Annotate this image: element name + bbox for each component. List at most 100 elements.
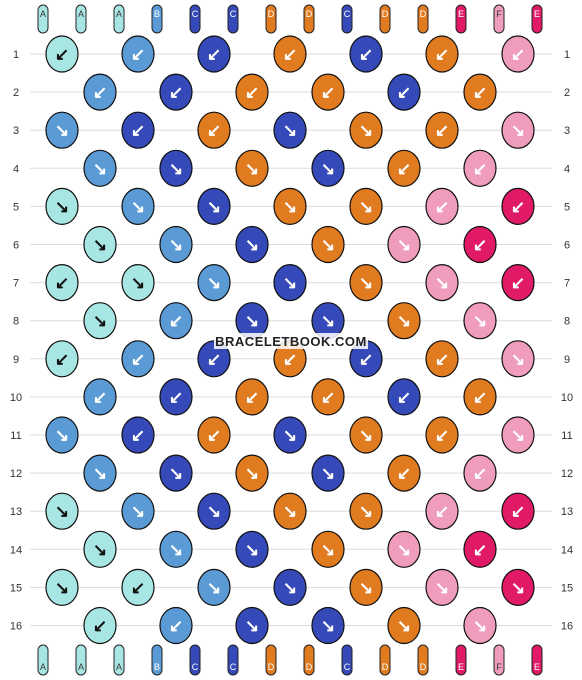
knot: ↘ — [273, 416, 307, 454]
knot-arrow: ↘ — [283, 426, 297, 445]
knot: ↘ — [197, 264, 231, 302]
knot-shape — [463, 302, 497, 340]
knot: ↘ — [121, 264, 155, 302]
knot-shape — [235, 378, 269, 416]
knot-arrow: ↘ — [207, 274, 221, 293]
knot-shape — [45, 568, 79, 607]
row-label-left: 10 — [10, 392, 22, 404]
knot-arrow: ↘ — [359, 426, 373, 445]
knot-shape — [121, 568, 155, 607]
knot: ↙ — [83, 606, 117, 645]
row-label-left: 6 — [13, 240, 19, 252]
strand-stub-top — [113, 4, 125, 34]
knot: ↘ — [501, 416, 535, 454]
knot-arrow: ↙ — [473, 159, 487, 178]
knot-arrow: ↙ — [93, 83, 107, 102]
knot-arrow: ↙ — [321, 83, 335, 102]
row-label-right: 8 — [564, 316, 570, 328]
knot: ↙ — [425, 111, 459, 149]
knot-arrow: ↘ — [131, 274, 145, 293]
strand-stub-top — [151, 4, 163, 34]
knot-shape — [45, 264, 79, 302]
knot-shape — [463, 225, 497, 264]
knot-shape — [121, 264, 155, 302]
knot-shape — [235, 454, 269, 492]
knot: ↙ — [121, 568, 155, 607]
knot: ↙ — [387, 378, 421, 416]
knot-arrow: ↙ — [473, 83, 487, 102]
knot-shape — [121, 111, 155, 149]
knot: ↘ — [83, 530, 117, 568]
knot-arrow: ↙ — [169, 312, 183, 331]
knot-arrow: ↘ — [55, 426, 69, 445]
knot-arrow: ↘ — [283, 121, 297, 140]
knot-arrow: ↙ — [169, 388, 183, 407]
knot-arrow: ↘ — [93, 159, 107, 178]
knot-arrow: ↘ — [93, 540, 107, 559]
knot-arrow: ↙ — [131, 426, 145, 445]
knot-shape — [501, 568, 535, 607]
strand-letter-bottom: E — [534, 662, 540, 672]
watermark: BRACELETBOOK.COM — [215, 334, 367, 349]
knot: ↙ — [273, 340, 307, 378]
knot: ↘ — [311, 302, 345, 340]
knot-shape — [273, 568, 307, 607]
knot: ↙ — [311, 73, 345, 111]
strand-letter-top: D — [420, 9, 427, 19]
knot-arrow: ↘ — [283, 197, 297, 216]
strand-letter-top: F — [496, 9, 502, 19]
knot: ↙ — [159, 606, 193, 645]
knot-arrow: ↙ — [359, 350, 373, 369]
knot-shape — [501, 111, 535, 149]
knot: ↙ — [159, 378, 193, 416]
knot-shape — [197, 35, 231, 73]
strand-stub-top — [417, 4, 429, 34]
knot-arrow: ↘ — [321, 617, 335, 636]
knot-shape — [197, 492, 231, 530]
knot-arrow: ↘ — [321, 540, 335, 559]
strand-letter-bottom: D — [268, 662, 275, 672]
knot-shape — [425, 416, 459, 454]
knot: ↘ — [235, 530, 269, 568]
watermark-bg — [214, 333, 368, 349]
row-label-right: 5 — [564, 201, 570, 213]
knot-shape — [311, 149, 345, 187]
strand-stub-top — [265, 4, 277, 34]
knot: ↙ — [501, 492, 535, 530]
knot-shape — [45, 35, 79, 73]
knot-shape — [463, 530, 497, 568]
knot-shape — [387, 454, 421, 492]
knot-shape — [235, 149, 269, 187]
knot-arrow: ↙ — [55, 45, 69, 64]
knot-shape — [501, 340, 535, 378]
knot-arrow: ↙ — [435, 197, 449, 216]
knot: ↘ — [425, 264, 459, 302]
knot: ↘ — [197, 492, 231, 530]
knot: ↘ — [83, 302, 117, 340]
knot-shape — [387, 378, 421, 416]
strand-stub-bottom — [379, 644, 391, 676]
knot-shape — [121, 340, 155, 378]
knot-arrow: ↘ — [511, 578, 525, 597]
knot-arrow: ↘ — [511, 426, 525, 445]
knot-arrow: ↙ — [473, 464, 487, 483]
strand-stub-bottom — [341, 644, 353, 676]
knot-arrow: ↙ — [321, 388, 335, 407]
knot: ↘ — [121, 187, 155, 225]
knot-shape — [83, 530, 117, 568]
knot-shape — [463, 454, 497, 492]
strand-stub-top — [189, 4, 201, 34]
row-label-left: 14 — [10, 544, 22, 556]
knot: ↘ — [501, 568, 535, 607]
knot-arrow: ↙ — [435, 502, 449, 521]
knot: ↘ — [387, 606, 421, 645]
row-label-left: 5 — [13, 201, 19, 213]
knot-arrow: ↙ — [511, 197, 525, 216]
knot-shape — [159, 302, 193, 340]
strand-letter-top: A — [78, 9, 84, 19]
knot-arrow: ↙ — [245, 388, 259, 407]
row-label-right: 16 — [561, 621, 573, 633]
knot: ↙ — [197, 111, 231, 149]
knot-shape — [45, 340, 79, 378]
